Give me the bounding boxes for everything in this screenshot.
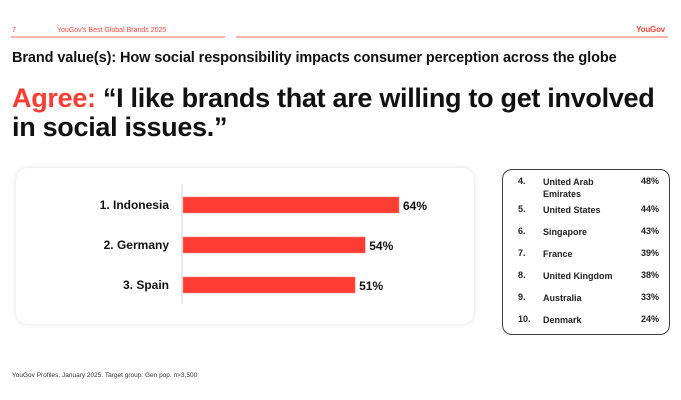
country-name: United Kingdom: [543, 271, 613, 281]
rank-number: 8.: [518, 270, 526, 280]
value-label: 54%: [369, 239, 393, 253]
country-name: Singapore: [543, 227, 588, 237]
report-title: YouGov's Best Global Brands 2025: [57, 27, 167, 34]
source-footnote: YouGov Profiles. January 2025. Target gr…: [12, 372, 198, 379]
value-label: 51%: [359, 279, 383, 293]
percentage-value: 24%: [640, 314, 659, 324]
percentage-value: 48%: [640, 176, 659, 186]
rank-number: 10.: [518, 314, 531, 324]
percentage-value: 43%: [640, 226, 659, 236]
rank-number: 5.: [518, 204, 526, 214]
header-divider-left: [11, 36, 225, 38]
country-name: United States: [543, 205, 601, 215]
page-number: 7: [12, 27, 16, 34]
ranking-table: 4. United Arab Emirates 48% 5. United States…: [502, 169, 670, 335]
rank-number: 6.: [518, 226, 526, 236]
country-name: Australia: [543, 293, 582, 303]
country-name: Denmark: [543, 315, 582, 325]
headline: Agree: “I like brands that are willing t…: [12, 84, 672, 142]
rank-number: 4.: [518, 176, 526, 186]
category-label: 3. Spain: [123, 278, 169, 292]
category-label: 2. Germany: [104, 238, 170, 252]
header-divider-right: [236, 36, 668, 38]
bar: [182, 276, 356, 294]
category-label: 1. Indonesia: [100, 198, 170, 212]
headline-quote: “I like brands that are willing to get i…: [12, 83, 655, 142]
bar: [182, 196, 400, 214]
yougov-logo: YouGov: [636, 25, 665, 34]
value-label: 64%: [403, 199, 427, 213]
headline-prefix: Agree:: [12, 83, 96, 113]
country-name: United Arab Emirates: [543, 177, 594, 199]
percentage-value: 33%: [640, 292, 659, 302]
percentage-value: 44%: [640, 204, 659, 214]
rank-number: 7.: [518, 248, 526, 258]
percentage-value: 38%: [640, 270, 659, 280]
percentage-value: 39%: [640, 248, 659, 258]
rank-number: 9.: [518, 292, 526, 302]
country-name: France: [543, 249, 573, 259]
slide-subtitle: Brand value(s): How social responsibilit…: [12, 50, 617, 66]
bar: [182, 236, 366, 254]
